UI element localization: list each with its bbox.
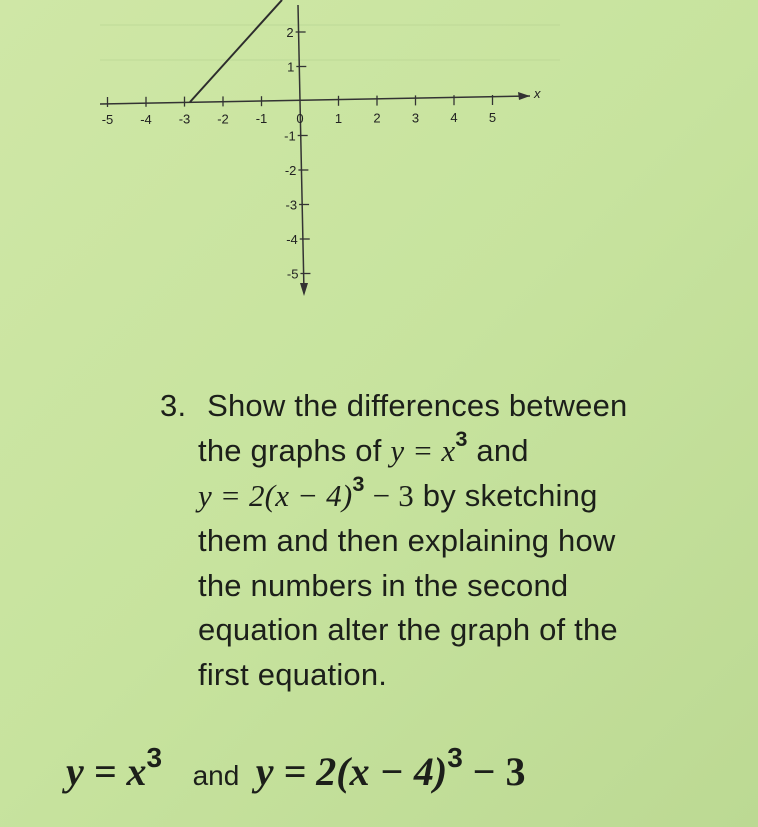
problem-line: the numbers in the second <box>198 567 569 603</box>
answer: y = x3 and y = 2(x − 4)3 − 3 <box>66 743 526 795</box>
problem-text: Show the differences between <box>207 388 628 423</box>
equation-base: y = x <box>66 749 147 794</box>
exponent: 3 <box>352 470 365 496</box>
problem-line: first equation. <box>198 656 388 692</box>
x-tick-label: 3 <box>412 110 419 125</box>
equation: y = x3 <box>66 743 162 794</box>
x-arrow <box>518 92 530 100</box>
equation-rest: − 3 <box>472 749 526 794</box>
y-axis <box>297 4 305 293</box>
problem-text: and <box>476 433 529 468</box>
equation: y = x3 <box>390 427 467 468</box>
x-tick-label: 4 <box>450 110 457 125</box>
x-tick-label: -3 <box>179 112 191 127</box>
y-arrow <box>300 283 308 296</box>
problem-text: the graphs of <box>198 433 382 468</box>
problem-line: the graphs of y = x3 and <box>198 427 529 469</box>
y-tick-label: -5 <box>287 267 299 282</box>
y-tick-label: -2 <box>285 163 297 178</box>
y-tick-label: 1 <box>287 60 294 75</box>
x-tick-label: 2 <box>373 111 380 126</box>
y-tick-label: -1 <box>284 129 296 144</box>
grid <box>100 24 560 61</box>
equation-base: y = 2(x − 4) <box>198 478 353 513</box>
equation-base: y = 2(x − 4) <box>255 749 448 794</box>
problem-text: by sketching <box>422 478 598 513</box>
problem-line: them and then explaining how <box>198 523 616 558</box>
equation-rest: − 3 <box>372 478 414 513</box>
x-tick-label: -5 <box>102 112 114 127</box>
equation: y = 2(x − 4)3 − 3 <box>255 743 526 794</box>
exponent: 3 <box>447 741 463 773</box>
exponent: 3 <box>455 425 468 451</box>
x-tick-label: -2 <box>217 111 229 126</box>
x-tick-label: 5 <box>489 110 496 125</box>
y-tick-label: -4 <box>286 232 298 247</box>
problem-line: equation alter the graph of the <box>198 612 618 647</box>
graph: x -5 -4 -3 -2 -1 0 1 2 3 4 521-1-2-3-4-5 <box>99 0 560 296</box>
problem-number: 3. <box>160 388 187 423</box>
connector: and <box>192 760 240 791</box>
x-tick-label: -1 <box>256 111 268 126</box>
y-tick-label: -3 <box>286 198 298 213</box>
y-tick-label: 2 <box>286 25 293 40</box>
x-axis <box>99 95 531 105</box>
problem-line: y = 2(x − 4)3 − 3 by sketching <box>198 472 598 514</box>
x-tick-label: 1 <box>335 111 342 126</box>
problem-line: 3. Show the differences between <box>160 388 627 424</box>
sketched-line <box>189 0 283 103</box>
x-axis-label: x <box>533 86 541 101</box>
equation-base: y = x <box>390 433 456 468</box>
x-tick-label: 0 <box>296 111 303 126</box>
equation: y = 2(x − 4)3 − 3 <box>198 472 414 513</box>
x-tick-label: -4 <box>140 112 152 127</box>
exponent: 3 <box>146 741 163 773</box>
